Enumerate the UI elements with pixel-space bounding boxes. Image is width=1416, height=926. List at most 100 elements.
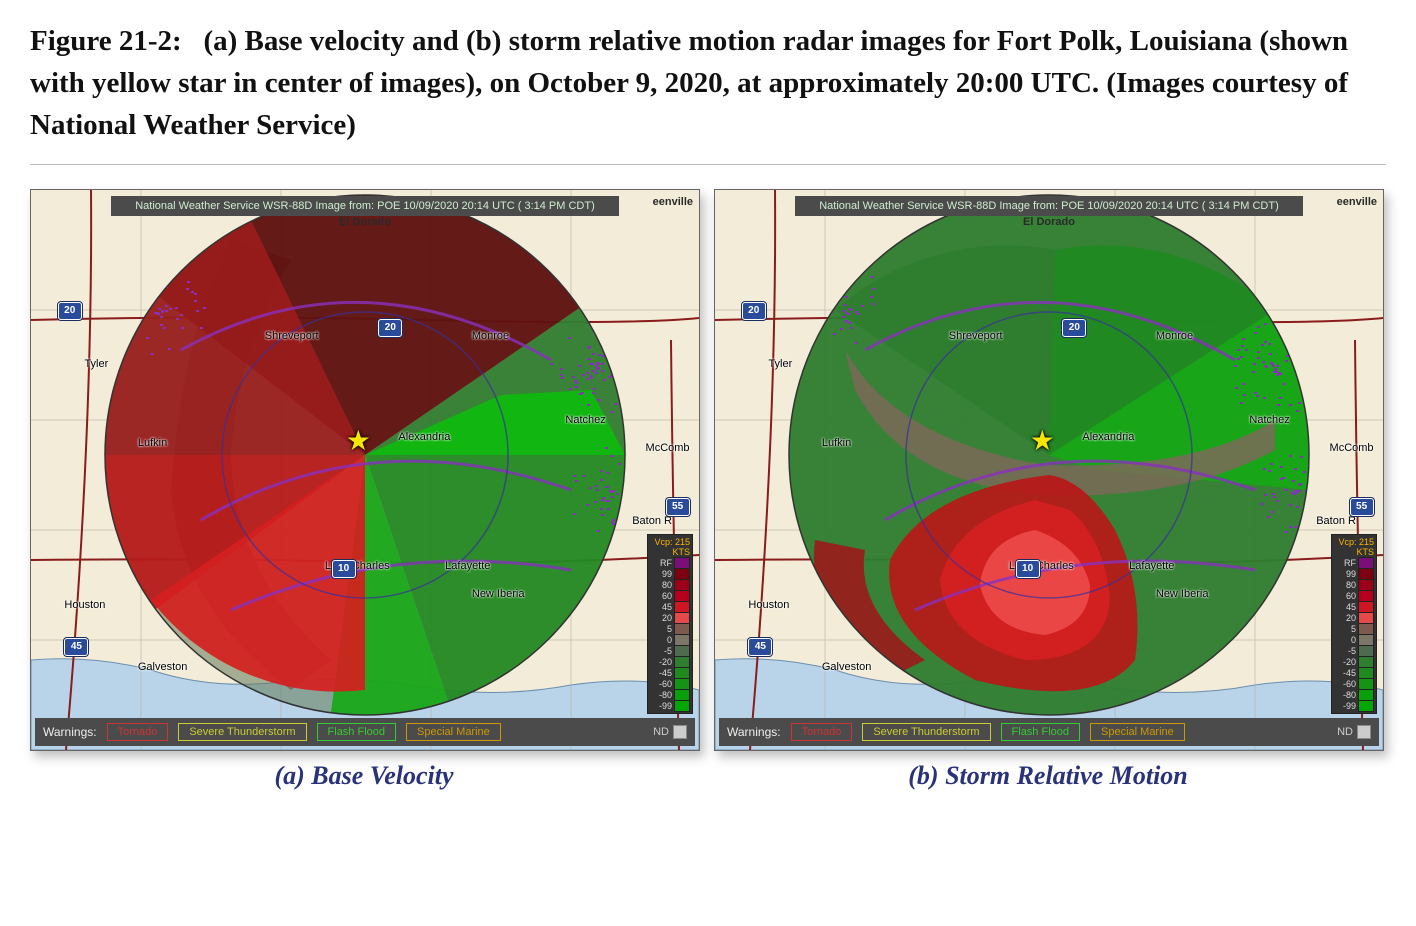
legend-row: -60 (1334, 678, 1374, 689)
city-label: McComb (1330, 442, 1374, 454)
velocity-legend: Vcp: 215 KTS RF 99 80 60 (647, 534, 693, 714)
warning-t: Tornado (107, 723, 169, 741)
map-frame: National Weather Service WSR-88D Image f… (714, 189, 1384, 751)
legend-row: 45 (650, 601, 690, 612)
warnings-label: Warnings: (43, 725, 97, 739)
legend-row: 0 (1334, 634, 1374, 645)
radar-svg-a (31, 190, 699, 750)
legend-row: 60 (650, 590, 690, 601)
legend-row: 45 (1334, 601, 1374, 612)
legend-swatch (674, 700, 690, 712)
velocity-legend: Vcp: 215 KTS RF 99 80 60 (1331, 534, 1377, 714)
warnings-bar: Warnings: Tornado Severe Thunderstorm Flas… (35, 718, 695, 746)
warning-f: Flash Flood (317, 723, 396, 741)
fort-polk-star-icon: ★ (346, 428, 371, 456)
legend-row: 60 (1334, 590, 1374, 601)
legend-row: 5 (1334, 623, 1374, 634)
warnings-label: Warnings: (727, 725, 781, 739)
city-label: Houston (748, 599, 789, 611)
city-label: New Iberia (1156, 588, 1209, 600)
hwy-shield: 45 (64, 638, 88, 656)
city-label: Alexandria (398, 431, 450, 443)
warning-t: Tornado (791, 723, 853, 741)
legend-row: 80 (650, 579, 690, 590)
legend-row: -80 (1334, 689, 1374, 700)
city-label: Galveston (138, 661, 188, 673)
city-label: Lafayette (1129, 560, 1174, 572)
legend-unit: KTS (650, 547, 690, 557)
city-label: Shreveport (949, 330, 1003, 342)
nws-banner: National Weather Service WSR-88D Image f… (111, 196, 619, 216)
legend-row: -20 (1334, 656, 1374, 667)
legend-vcp: Vcp: 215 (1334, 537, 1374, 547)
warning-m: Special Marine (406, 723, 501, 741)
city-label: Baton R (1316, 515, 1356, 527)
legend-row: 20 (1334, 612, 1374, 623)
city-label: New Iberia (472, 588, 525, 600)
top-city: El Dorado (339, 216, 391, 228)
legend-row: 20 (650, 612, 690, 623)
warning-s: Severe Thunderstorm (178, 723, 306, 741)
legend-row: -45 (1334, 667, 1374, 678)
city-label: Monroe (1156, 330, 1193, 342)
legend-row: -45 (650, 667, 690, 678)
hwy-shield: 20 (742, 302, 766, 320)
legend-swatch (1358, 700, 1374, 712)
city-label: Tyler (768, 358, 792, 370)
corner-city: eenville (1337, 196, 1377, 208)
city-label: Natchez (565, 414, 605, 426)
legend-unit: KTS (1334, 547, 1374, 557)
city-label: Baton R (632, 515, 672, 527)
legend-row: -99 (1334, 700, 1374, 711)
legend-row: 0 (650, 634, 690, 645)
city-label: Tyler (84, 358, 108, 370)
city-label: Galveston (822, 661, 872, 673)
figure-number: Figure 21-2: (30, 25, 182, 57)
legend-row: RF (650, 557, 690, 568)
legend-row: 80 (1334, 579, 1374, 590)
caption-rule (30, 164, 1386, 165)
legend-row: -20 (650, 656, 690, 667)
city-label: Monroe (472, 330, 509, 342)
city-label: Houston (64, 599, 105, 611)
figure-caption: Figure 21-2: (a) Base velocity and (b) s… (30, 20, 1370, 146)
radar-panel-a: National Weather Service WSR-88D Image f… (30, 189, 698, 791)
hwy-shield: 20 (58, 302, 82, 320)
hwy-shield: 20 (1062, 319, 1086, 337)
top-city: El Dorado (1023, 216, 1075, 228)
panel-label-a: (a) Base Velocity (30, 761, 698, 791)
radar-svg-b (715, 190, 1383, 750)
warning-f: Flash Flood (1001, 723, 1080, 741)
city-label: Alexandria (1082, 431, 1134, 443)
legend-row: 99 (650, 568, 690, 579)
legend-row: RF (1334, 557, 1374, 568)
nd-indicator: ND (1337, 725, 1371, 739)
radar-panel-b: National Weather Service WSR-88D Image f… (714, 189, 1382, 791)
warning-m: Special Marine (1090, 723, 1185, 741)
corner-city: eenville (653, 196, 693, 208)
fort-polk-star-icon: ★ (1030, 428, 1055, 456)
map-frame: National Weather Service WSR-88D Image f… (30, 189, 700, 751)
hwy-shield: 20 (378, 319, 402, 337)
hwy-shield: 10 (332, 560, 356, 578)
nd-indicator: ND (653, 725, 687, 739)
legend-row: -80 (650, 689, 690, 700)
legend-row: 5 (650, 623, 690, 634)
nws-banner: National Weather Service WSR-88D Image f… (795, 196, 1303, 216)
city-label: Shreveport (265, 330, 319, 342)
legend-row: 99 (1334, 568, 1374, 579)
legend-row: -60 (650, 678, 690, 689)
city-label: Natchez (1249, 414, 1289, 426)
hwy-shield: 55 (1350, 498, 1374, 516)
warnings-bar: Warnings: Tornado Severe Thunderstorm Flas… (719, 718, 1379, 746)
hwy-shield: 10 (1016, 560, 1040, 578)
radar-panel-row: National Weather Service WSR-88D Image f… (30, 189, 1386, 791)
panel-label-b: (b) Storm Relative Motion (714, 761, 1382, 791)
legend-row: -5 (1334, 645, 1374, 656)
legend-vcp: Vcp: 215 (650, 537, 690, 547)
city-label: Lafayette (445, 560, 490, 572)
figure-text: (a) Base velocity and (b) storm relative… (30, 25, 1348, 141)
warning-s: Severe Thunderstorm (862, 723, 990, 741)
hwy-shield: 55 (666, 498, 690, 516)
hwy-shield: 45 (748, 638, 772, 656)
